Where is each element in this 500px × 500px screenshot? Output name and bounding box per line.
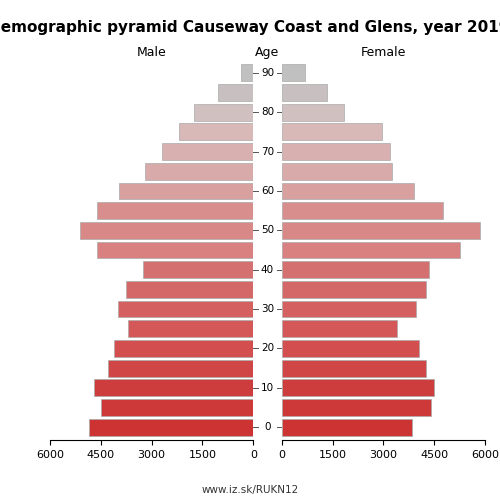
Text: 90: 90 <box>261 68 274 78</box>
Text: 80: 80 <box>261 107 274 117</box>
Bar <box>80 222 254 238</box>
Bar <box>282 380 434 396</box>
Bar <box>282 84 328 101</box>
Bar <box>282 360 426 376</box>
Bar <box>282 340 419 357</box>
Bar <box>98 242 254 258</box>
Bar <box>282 182 414 200</box>
Bar <box>128 320 254 337</box>
Bar <box>282 64 306 81</box>
Text: 50: 50 <box>261 226 274 235</box>
Bar <box>242 64 254 81</box>
Bar <box>218 84 254 101</box>
Text: 10: 10 <box>261 383 274 393</box>
Text: 30: 30 <box>261 304 274 314</box>
Bar <box>282 419 412 436</box>
Bar <box>108 360 254 376</box>
Text: 40: 40 <box>261 264 274 274</box>
Text: 20: 20 <box>261 344 274 353</box>
Bar <box>126 281 254 297</box>
Bar <box>282 202 442 219</box>
Bar <box>194 104 254 120</box>
Bar <box>178 124 254 140</box>
Bar <box>282 222 480 238</box>
Bar <box>89 419 254 436</box>
Bar <box>114 340 254 357</box>
Text: 60: 60 <box>261 186 274 196</box>
Bar <box>282 143 390 160</box>
Title: Female: Female <box>360 46 406 59</box>
Bar <box>120 182 254 200</box>
Bar <box>282 104 344 120</box>
Title: Age: Age <box>256 46 280 59</box>
Bar <box>162 143 254 160</box>
Bar <box>145 163 254 180</box>
Title: Male: Male <box>137 46 166 59</box>
Bar <box>143 262 254 278</box>
Bar <box>282 124 382 140</box>
Bar <box>282 262 429 278</box>
Bar <box>282 320 397 337</box>
Bar <box>94 380 254 396</box>
Bar <box>282 281 426 297</box>
Text: 70: 70 <box>261 146 274 156</box>
Bar <box>282 242 460 258</box>
Bar <box>101 399 254 416</box>
Bar <box>282 399 431 416</box>
Bar <box>282 300 416 318</box>
Text: 0: 0 <box>264 422 270 432</box>
Text: www.iz.sk/RUKN12: www.iz.sk/RUKN12 <box>202 485 298 495</box>
Bar <box>98 202 254 219</box>
Bar <box>282 163 392 180</box>
Bar <box>118 300 254 318</box>
Text: demographic pyramid Causeway Coast and Glens, year 2019: demographic pyramid Causeway Coast and G… <box>0 20 500 35</box>
